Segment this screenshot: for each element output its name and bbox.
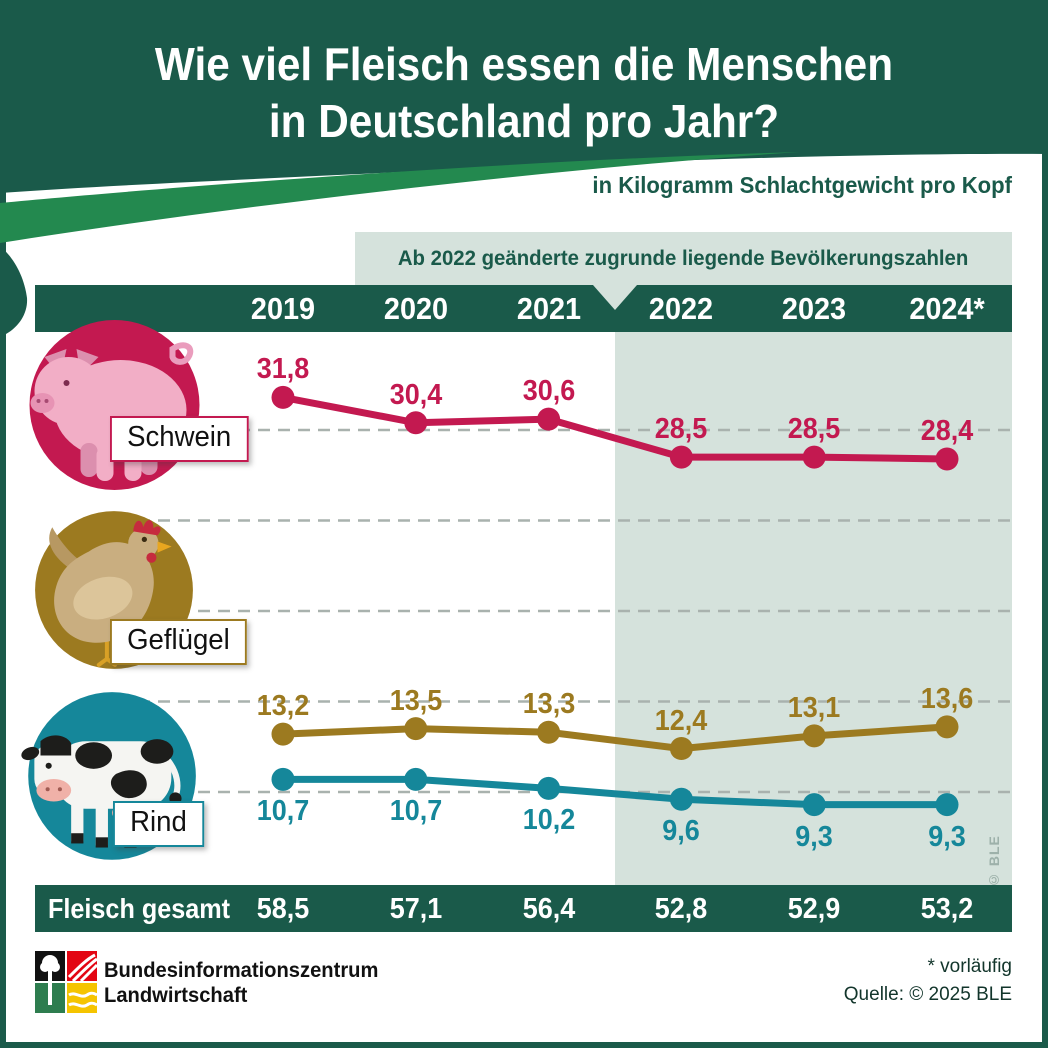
- series-label-rind: Rind: [113, 801, 204, 847]
- data-label-gefluegel-2020: 13,5: [389, 684, 443, 717]
- year-header-2020: 2020: [383, 291, 448, 326]
- data-label-rind-2020: 10,7: [389, 795, 443, 828]
- year-header-2021: 2021: [516, 291, 581, 326]
- total-value-2023: 52,9: [787, 893, 841, 925]
- header-swoosh: [0, 0, 1048, 334]
- year-header-2022: 2022: [649, 291, 714, 326]
- data-label-schwein-2024: 28,4: [920, 414, 974, 447]
- bzl-logo-icon: [35, 951, 97, 1013]
- total-value-2022: 52,8: [655, 893, 708, 925]
- note-text: Ab 2022 geänderte zugrunde liegende Bevö…: [398, 246, 969, 270]
- data-label-schwein-2022: 28,5: [655, 413, 708, 446]
- year-header-2024: 2024*: [909, 291, 985, 326]
- totals-label: Fleisch gesamt: [48, 893, 231, 924]
- series-label-schwein: Schwein: [110, 416, 249, 462]
- source-credit: Quelle: © 2025 BLE: [843, 984, 1012, 1005]
- data-label-rind-2024: 9,3: [928, 820, 966, 853]
- data-label-gefluegel-2024: 13,6: [920, 682, 974, 715]
- data-label-gefluegel-2019: 13,2: [256, 690, 310, 723]
- data-label-schwein-2021: 30,6: [522, 375, 575, 408]
- data-label-rind-2019: 10,7: [256, 795, 310, 828]
- footer-brand-line-1: Bundesinformationszentrum: [104, 959, 379, 982]
- pig-icon: [29, 320, 200, 490]
- data-label-rind-2023: 9,3: [795, 820, 833, 853]
- footer-brand-line-2: Landwirtschaft: [104, 984, 248, 1007]
- note-box: Ab 2022 geänderte zugrunde liegende Bevö…: [355, 232, 1012, 285]
- data-label-schwein-2020: 30,4: [389, 378, 443, 411]
- year-header-bar: [35, 285, 1012, 332]
- series-label-gefluegel: Geflügel: [110, 619, 247, 665]
- year-header-2023: 2023: [782, 291, 847, 326]
- data-label-gefluegel-2023: 13,1: [787, 691, 841, 724]
- data-label-gefluegel-2021: 13,3: [522, 688, 575, 721]
- totals-bar: [35, 885, 1012, 932]
- page-title: Wie viel Fleisch essen die Menschen in D…: [0, 36, 1048, 150]
- chart-subtitle: in Kilogramm Schlachtgewicht pro Kopf: [592, 172, 1012, 198]
- total-value-2024: 53,2: [920, 893, 974, 925]
- data-label-schwein-2019: 31,8: [256, 353, 310, 386]
- footer-brand: Bundesinformationszentrum Landwirtschaft: [104, 958, 378, 1008]
- title-line-1: Wie viel Fleisch essen die Menschen: [154, 38, 894, 90]
- data-label-schwein-2023: 28,5: [787, 413, 841, 446]
- total-value-2021: 56,4: [522, 893, 575, 925]
- total-value-2020: 57,1: [389, 893, 443, 925]
- data-label-gefluegel-2022: 12,4: [655, 704, 708, 737]
- note-pointer-icon: [593, 285, 637, 310]
- data-label-rind-2021: 10,2: [522, 804, 575, 837]
- total-value-2019: 58,5: [256, 893, 310, 925]
- footnote-preliminary: * vorläufig: [927, 956, 1013, 977]
- year-header-2019: 2019: [250, 291, 316, 326]
- title-line-2: in Deutschland pro Jahr?: [268, 95, 780, 147]
- data-label-rind-2022: 9,6: [662, 815, 701, 848]
